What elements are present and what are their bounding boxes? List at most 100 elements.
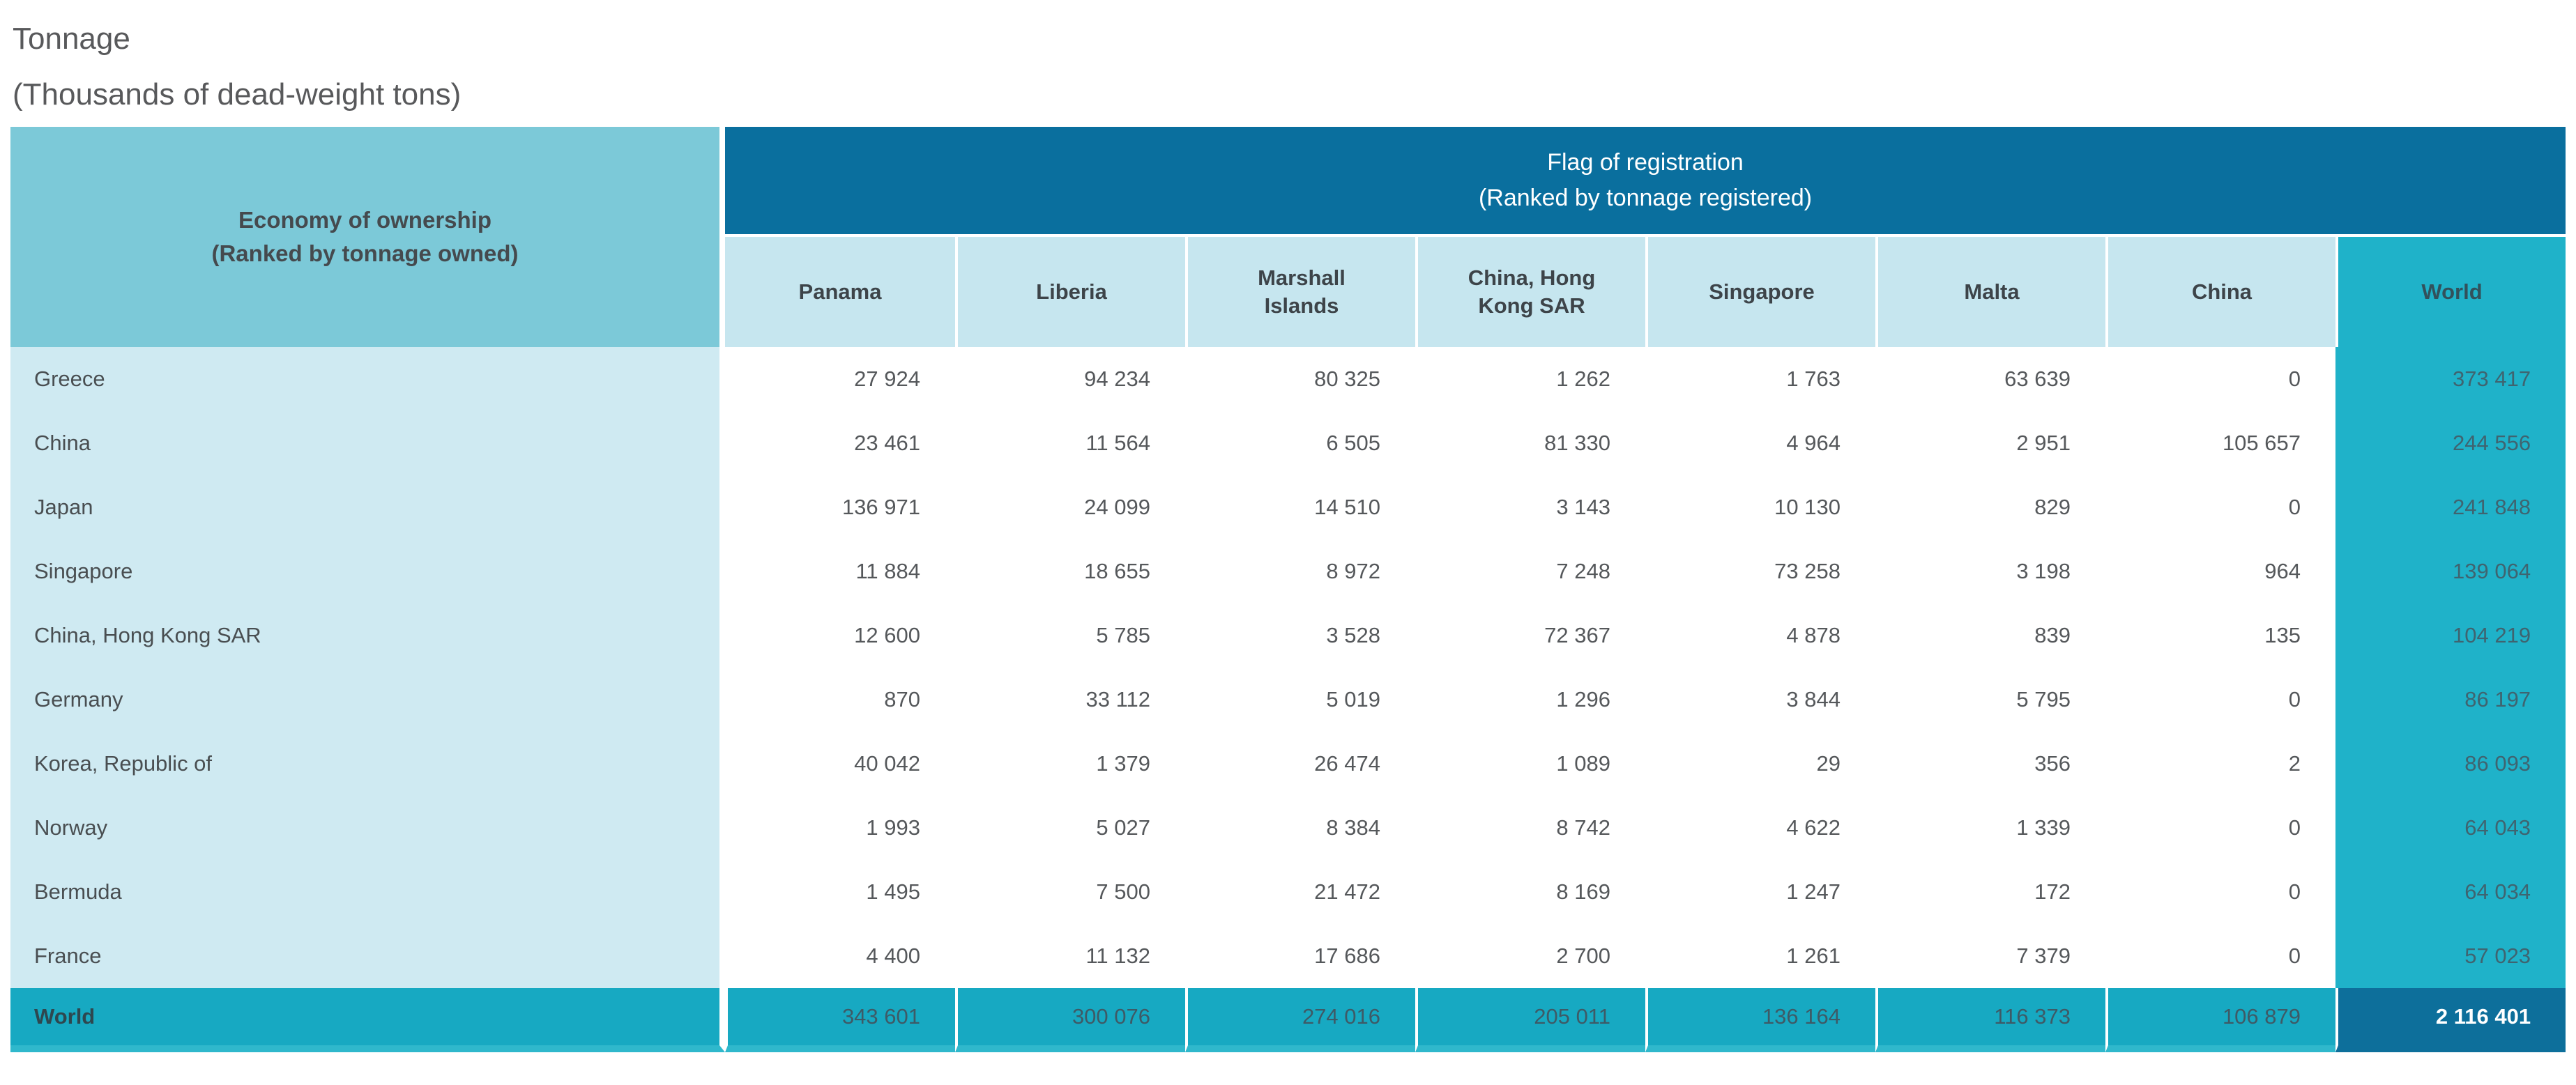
corner-header: Economy of ownership (Ranked by tonnage … [10,127,725,347]
corner-header-line2: (Ranked by tonnage owned) [211,240,519,266]
data-cell: 1 261 [1645,924,1875,988]
data-cell: 24 099 [955,475,1185,539]
column-header-row: Panama Liberia Marshall Islands China, Hong… [10,237,2566,347]
data-cell: 5 795 [1875,668,2105,732]
data-cell: 11 884 [725,539,955,603]
column-header-liberia: Liberia [955,237,1185,347]
column-group-header-line1: Flag of registration [1547,149,1744,176]
table-row: China 23 461 11 564 6 505 81 330 4 964 2 951 10… [10,411,2566,475]
data-cell: 3 528 [1185,603,1415,668]
row-label: China, Hong Kong SAR [10,603,725,668]
data-cell: 7 379 [1875,924,2105,988]
corner-header-line1: Economy of ownership [238,207,492,233]
data-cell: 2 [2105,732,2335,796]
data-cell: 1 763 [1645,347,1875,411]
data-cell: 1 296 [1415,668,1645,732]
data-cell: 14 510 [1185,475,1415,539]
data-cell: 0 [2105,347,2335,411]
row-label: Greece [10,347,725,411]
data-cell: 81 330 [1415,411,1645,475]
row-label: Germany [10,668,725,732]
data-cell: 356 [1875,732,2105,796]
data-cell: 0 [2105,924,2335,988]
data-cell: 10 130 [1645,475,1875,539]
data-cell: 80 325 [1185,347,1415,411]
world-total-cell: 86 197 [2335,668,2566,732]
world-total-cell: 244 556 [2335,411,2566,475]
column-group-header-line2: (Ranked by tonnage registered) [1478,185,1813,211]
row-label: Bermuda [10,860,725,924]
column-header-panama: Panama [725,237,955,347]
data-cell: 0 [2105,668,2335,732]
data-cell: 1 247 [1645,860,1875,924]
data-cell: 0 [2105,796,2335,860]
world-total-cell: 86 093 [2335,732,2566,796]
total-cell: 205 011 [1415,988,1645,1052]
table-row: Singapore 11 884 18 655 8 972 7 248 73 258 3 1… [10,539,2566,603]
column-header-china-hong-kong-sar: China, Hong Kong SAR [1415,237,1645,347]
data-cell: 11 564 [955,411,1185,475]
data-cell: 4 400 [725,924,955,988]
total-row-label: World [10,988,725,1052]
data-cell: 29 [1645,732,1875,796]
world-total-cell: 64 043 [2335,796,2566,860]
data-cell: 1 089 [1415,732,1645,796]
data-cell: 8 384 [1185,796,1415,860]
data-cell: 0 [2105,860,2335,924]
data-cell: 73 258 [1645,539,1875,603]
data-cell: 136 971 [725,475,955,539]
world-total-cell: 139 064 [2335,539,2566,603]
world-total-cell: 57 023 [2335,924,2566,988]
total-row: World 343 601 300 076 274 016 205 011 136 164… [10,988,2566,1052]
data-cell: 33 112 [955,668,1185,732]
table-row: Japan 136 971 24 099 14 510 3 143 10 130 829 0 2… [10,475,2566,539]
row-label: Korea, Republic of [10,732,725,796]
table-row: China, Hong Kong SAR 12 600 5 785 3 528 72 3… [10,603,2566,668]
data-cell: 172 [1875,860,2105,924]
data-cell: 4 878 [1645,603,1875,668]
total-cell: 343 601 [725,988,955,1052]
world-total-cell: 241 848 [2335,475,2566,539]
world-total-cell: 373 417 [2335,347,2566,411]
data-cell: 21 472 [1185,860,1415,924]
table-row: Bermuda 1 495 7 500 21 472 8 169 1 247 172 0 64 … [10,860,2566,924]
data-cell: 27 924 [725,347,955,411]
data-cell: 12 600 [725,603,955,668]
row-label: Japan [10,475,725,539]
row-label: Singapore [10,539,725,603]
data-cell: 94 234 [955,347,1185,411]
column-group-header: Flag of registration (Ranked by tonnage … [725,127,2566,237]
data-cell: 18 655 [955,539,1185,603]
column-header-china: China [2105,237,2335,347]
row-label: China [10,411,725,475]
header-group-row: Economy of ownership (Ranked by tonnage … [10,127,2566,347]
total-cell: 136 164 [1645,988,1875,1052]
column-header-singapore: Singapore [1645,237,1875,347]
data-cell: 4 964 [1645,411,1875,475]
data-cell: 135 [2105,603,2335,668]
table-row: Greece 27 924 94 234 80 325 1 262 1 763 63 639… [10,347,2566,411]
table-row: Korea, Republic of 40 042 1 379 26 474 1 089… [10,732,2566,796]
data-cell: 6 505 [1185,411,1415,475]
data-cell: 2 700 [1415,924,1645,988]
data-cell: 8 742 [1415,796,1645,860]
row-label: France [10,924,725,988]
total-cell: 116 373 [1875,988,2105,1052]
data-cell: 829 [1875,475,2105,539]
data-cell: 3 143 [1415,475,1645,539]
data-cell: 26 474 [1185,732,1415,796]
data-cell: 8 972 [1185,539,1415,603]
data-cell: 63 639 [1875,347,2105,411]
column-header-malta: Malta [1875,237,2105,347]
data-cell: 2 951 [1875,411,2105,475]
row-label: Norway [10,796,725,860]
data-cell: 72 367 [1415,603,1645,668]
data-cell: 1 262 [1415,347,1645,411]
data-cell: 7 248 [1415,539,1645,603]
data-cell: 105 657 [2105,411,2335,475]
table-row: Germany 870 33 112 5 019 1 296 3 844 5 795 0 86 … [10,668,2566,732]
table-body: Greece 27 924 94 234 80 325 1 262 1 763 63 639… [10,347,2566,988]
grand-total-cell: 2 116 401 [2335,988,2566,1052]
table-title-block: Tonnage (Thousands of dead-weight tons) [0,0,2576,123]
total-cell: 300 076 [955,988,1185,1052]
